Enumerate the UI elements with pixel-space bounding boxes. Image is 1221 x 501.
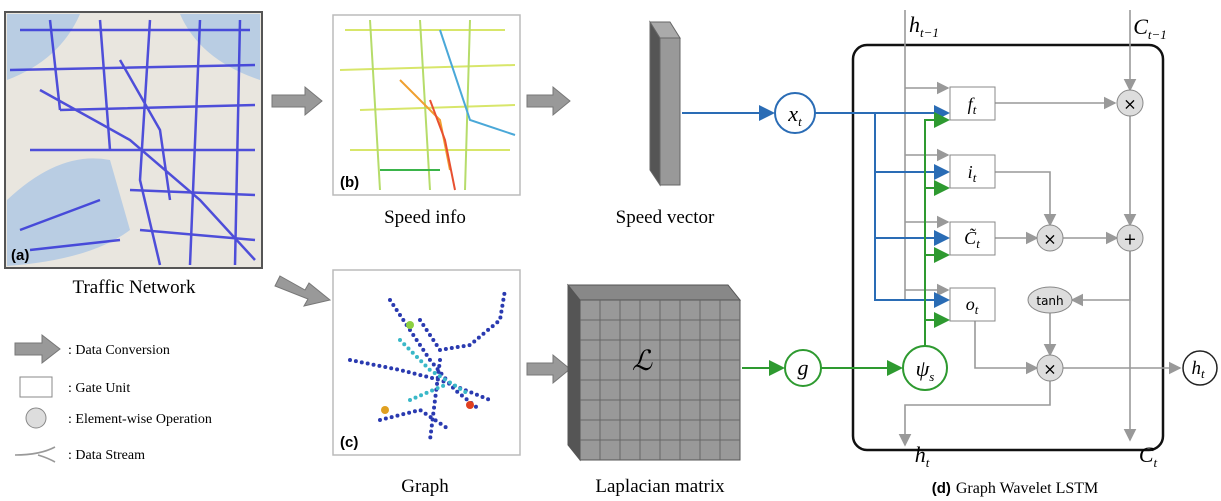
- operator: ×: [1043, 230, 1056, 249]
- symbol: Ct−1: [1133, 14, 1167, 42]
- caption: Speed info: [384, 207, 466, 228]
- caption: Speed vector: [616, 207, 715, 228]
- caption: Laplacian matrix: [595, 476, 725, 497]
- speed-map: (b): [333, 15, 520, 195]
- speed-vector: [650, 22, 680, 185]
- graph-plot: (c): [333, 270, 520, 455]
- legend-text: : Data Stream: [68, 448, 145, 463]
- symbol: Ct: [1139, 442, 1158, 470]
- caption: (d)Graph Wavelet LSTM: [932, 480, 1099, 497]
- matrix-symbol: ℒ: [632, 346, 653, 377]
- panel-tag: (b): [340, 174, 359, 191]
- legend-text: : Element-wise Operation: [68, 412, 212, 427]
- lstm-cell: [853, 45, 1163, 450]
- symbol: ht−1: [909, 12, 939, 40]
- diagram: (a) Traffic Network (b) Speed info Speed…: [0, 0, 1221, 501]
- traffic-map: (a): [5, 12, 262, 268]
- legend: : Data Conversion : Gate Unit : Element-…: [15, 335, 212, 463]
- panel-tag: (a): [11, 247, 29, 264]
- panel-tag: (c): [340, 434, 358, 451]
- caption: Traffic Network: [73, 277, 196, 298]
- laplacian-cube: [568, 285, 740, 460]
- symbol: ht: [915, 442, 930, 470]
- operator: tanh: [1036, 294, 1063, 308]
- operator: ×: [1123, 95, 1136, 114]
- operator: ×: [1043, 360, 1056, 379]
- caption: Graph: [401, 476, 449, 497]
- legend-text: : Gate Unit: [68, 381, 130, 396]
- operator: +: [1123, 230, 1136, 249]
- legend-text: : Data Conversion: [68, 343, 170, 358]
- symbol: g: [798, 355, 809, 380]
